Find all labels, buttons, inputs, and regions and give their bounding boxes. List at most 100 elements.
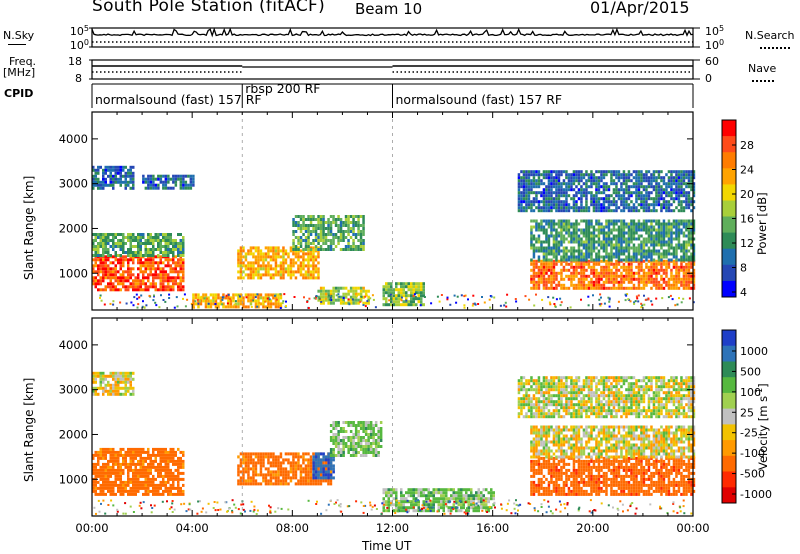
data-cell [615, 234, 618, 238]
data-cell [109, 245, 112, 248]
data-cell [655, 265, 658, 269]
data-cell [382, 297, 385, 301]
data-cell [169, 276, 172, 280]
data-cell [587, 265, 591, 269]
data-cell [547, 252, 551, 256]
scatter-cell [308, 297, 311, 300]
data-cell [317, 242, 320, 245]
data-cell [104, 288, 107, 292]
data-cell [257, 276, 260, 280]
data-cell [177, 489, 180, 493]
data-cell [174, 492, 177, 496]
data-cell [92, 453, 95, 457]
data-cell [127, 474, 130, 478]
data-cell [307, 236, 310, 239]
data-cell [637, 188, 641, 192]
data-cell [547, 268, 551, 272]
data-cell [297, 264, 300, 268]
data-cell [625, 277, 628, 281]
data-cell [144, 450, 147, 454]
data-cell [615, 203, 618, 207]
data-cell [362, 289, 365, 293]
data-cell [562, 182, 566, 186]
data-cell [600, 240, 603, 244]
data-cell [312, 470, 315, 474]
data-cell [142, 468, 145, 472]
data-cell [685, 225, 688, 229]
data-cell [307, 273, 310, 277]
data-cell [577, 271, 581, 275]
data-cell [269, 299, 273, 303]
data-cell [660, 258, 663, 262]
scatter-cell [676, 303, 679, 306]
data-cell [632, 228, 636, 232]
scatter-cell [329, 296, 332, 299]
data-cell [239, 261, 243, 265]
data-cell [94, 251, 97, 254]
data-cell [545, 280, 548, 284]
data-cell [532, 179, 536, 183]
data-cell [149, 489, 152, 493]
data-cell [92, 468, 95, 472]
data-cell [149, 462, 152, 466]
data-cell [622, 194, 626, 198]
data-cell [670, 197, 673, 201]
data-cell [622, 228, 626, 232]
scatter-cell [464, 294, 467, 297]
data-cell [162, 489, 165, 493]
data-cell [162, 288, 165, 292]
scatter-cell [471, 304, 474, 307]
data-cell [647, 228, 651, 232]
scatter-cell [641, 304, 644, 307]
data-cell [662, 271, 666, 275]
data-cell [94, 245, 97, 248]
data-cell [530, 268, 533, 272]
data-cell [94, 183, 97, 187]
data-cell [312, 246, 315, 250]
scatter-cell [285, 305, 287, 308]
data-cell [244, 479, 248, 483]
data-cell [640, 182, 643, 186]
data-cell [550, 280, 553, 284]
freq-label: Freq. [9, 55, 37, 68]
data-cell [192, 174, 195, 178]
data-cell [567, 240, 571, 244]
scatter-cell [136, 297, 139, 300]
scatter-cell [360, 295, 363, 298]
data-cell [612, 188, 616, 192]
data-cell [532, 176, 536, 180]
data-cell [692, 176, 696, 180]
data-cell [580, 194, 583, 198]
data-cell [157, 471, 160, 475]
scatter-cell [228, 297, 231, 300]
data-cell [329, 248, 333, 251]
data-cell [122, 471, 125, 475]
data-cell [622, 231, 626, 235]
data-cell [337, 236, 340, 239]
data-cell [142, 242, 145, 245]
data-cell [627, 188, 631, 192]
data-cell [249, 264, 253, 268]
data-cell [307, 264, 310, 268]
data-cell [277, 255, 280, 259]
data-cell [137, 282, 140, 286]
data-cell [94, 282, 97, 286]
data-cell [565, 197, 568, 201]
data-cell [302, 452, 305, 456]
data-cell [137, 279, 140, 283]
data-cell [580, 206, 583, 210]
data-cell [592, 225, 596, 229]
data-cell [517, 197, 521, 201]
data-cell [142, 471, 145, 475]
data-cell [410, 285, 413, 289]
scatter-cell [328, 294, 331, 297]
data-cell [417, 300, 420, 304]
data-cell [359, 286, 363, 290]
data-cell [617, 258, 621, 262]
data-cell [247, 299, 250, 303]
data-cell [97, 183, 100, 187]
scatter-cell [233, 303, 236, 306]
data-cell [647, 271, 651, 275]
data-cell [102, 489, 105, 493]
data-cell [139, 450, 142, 454]
